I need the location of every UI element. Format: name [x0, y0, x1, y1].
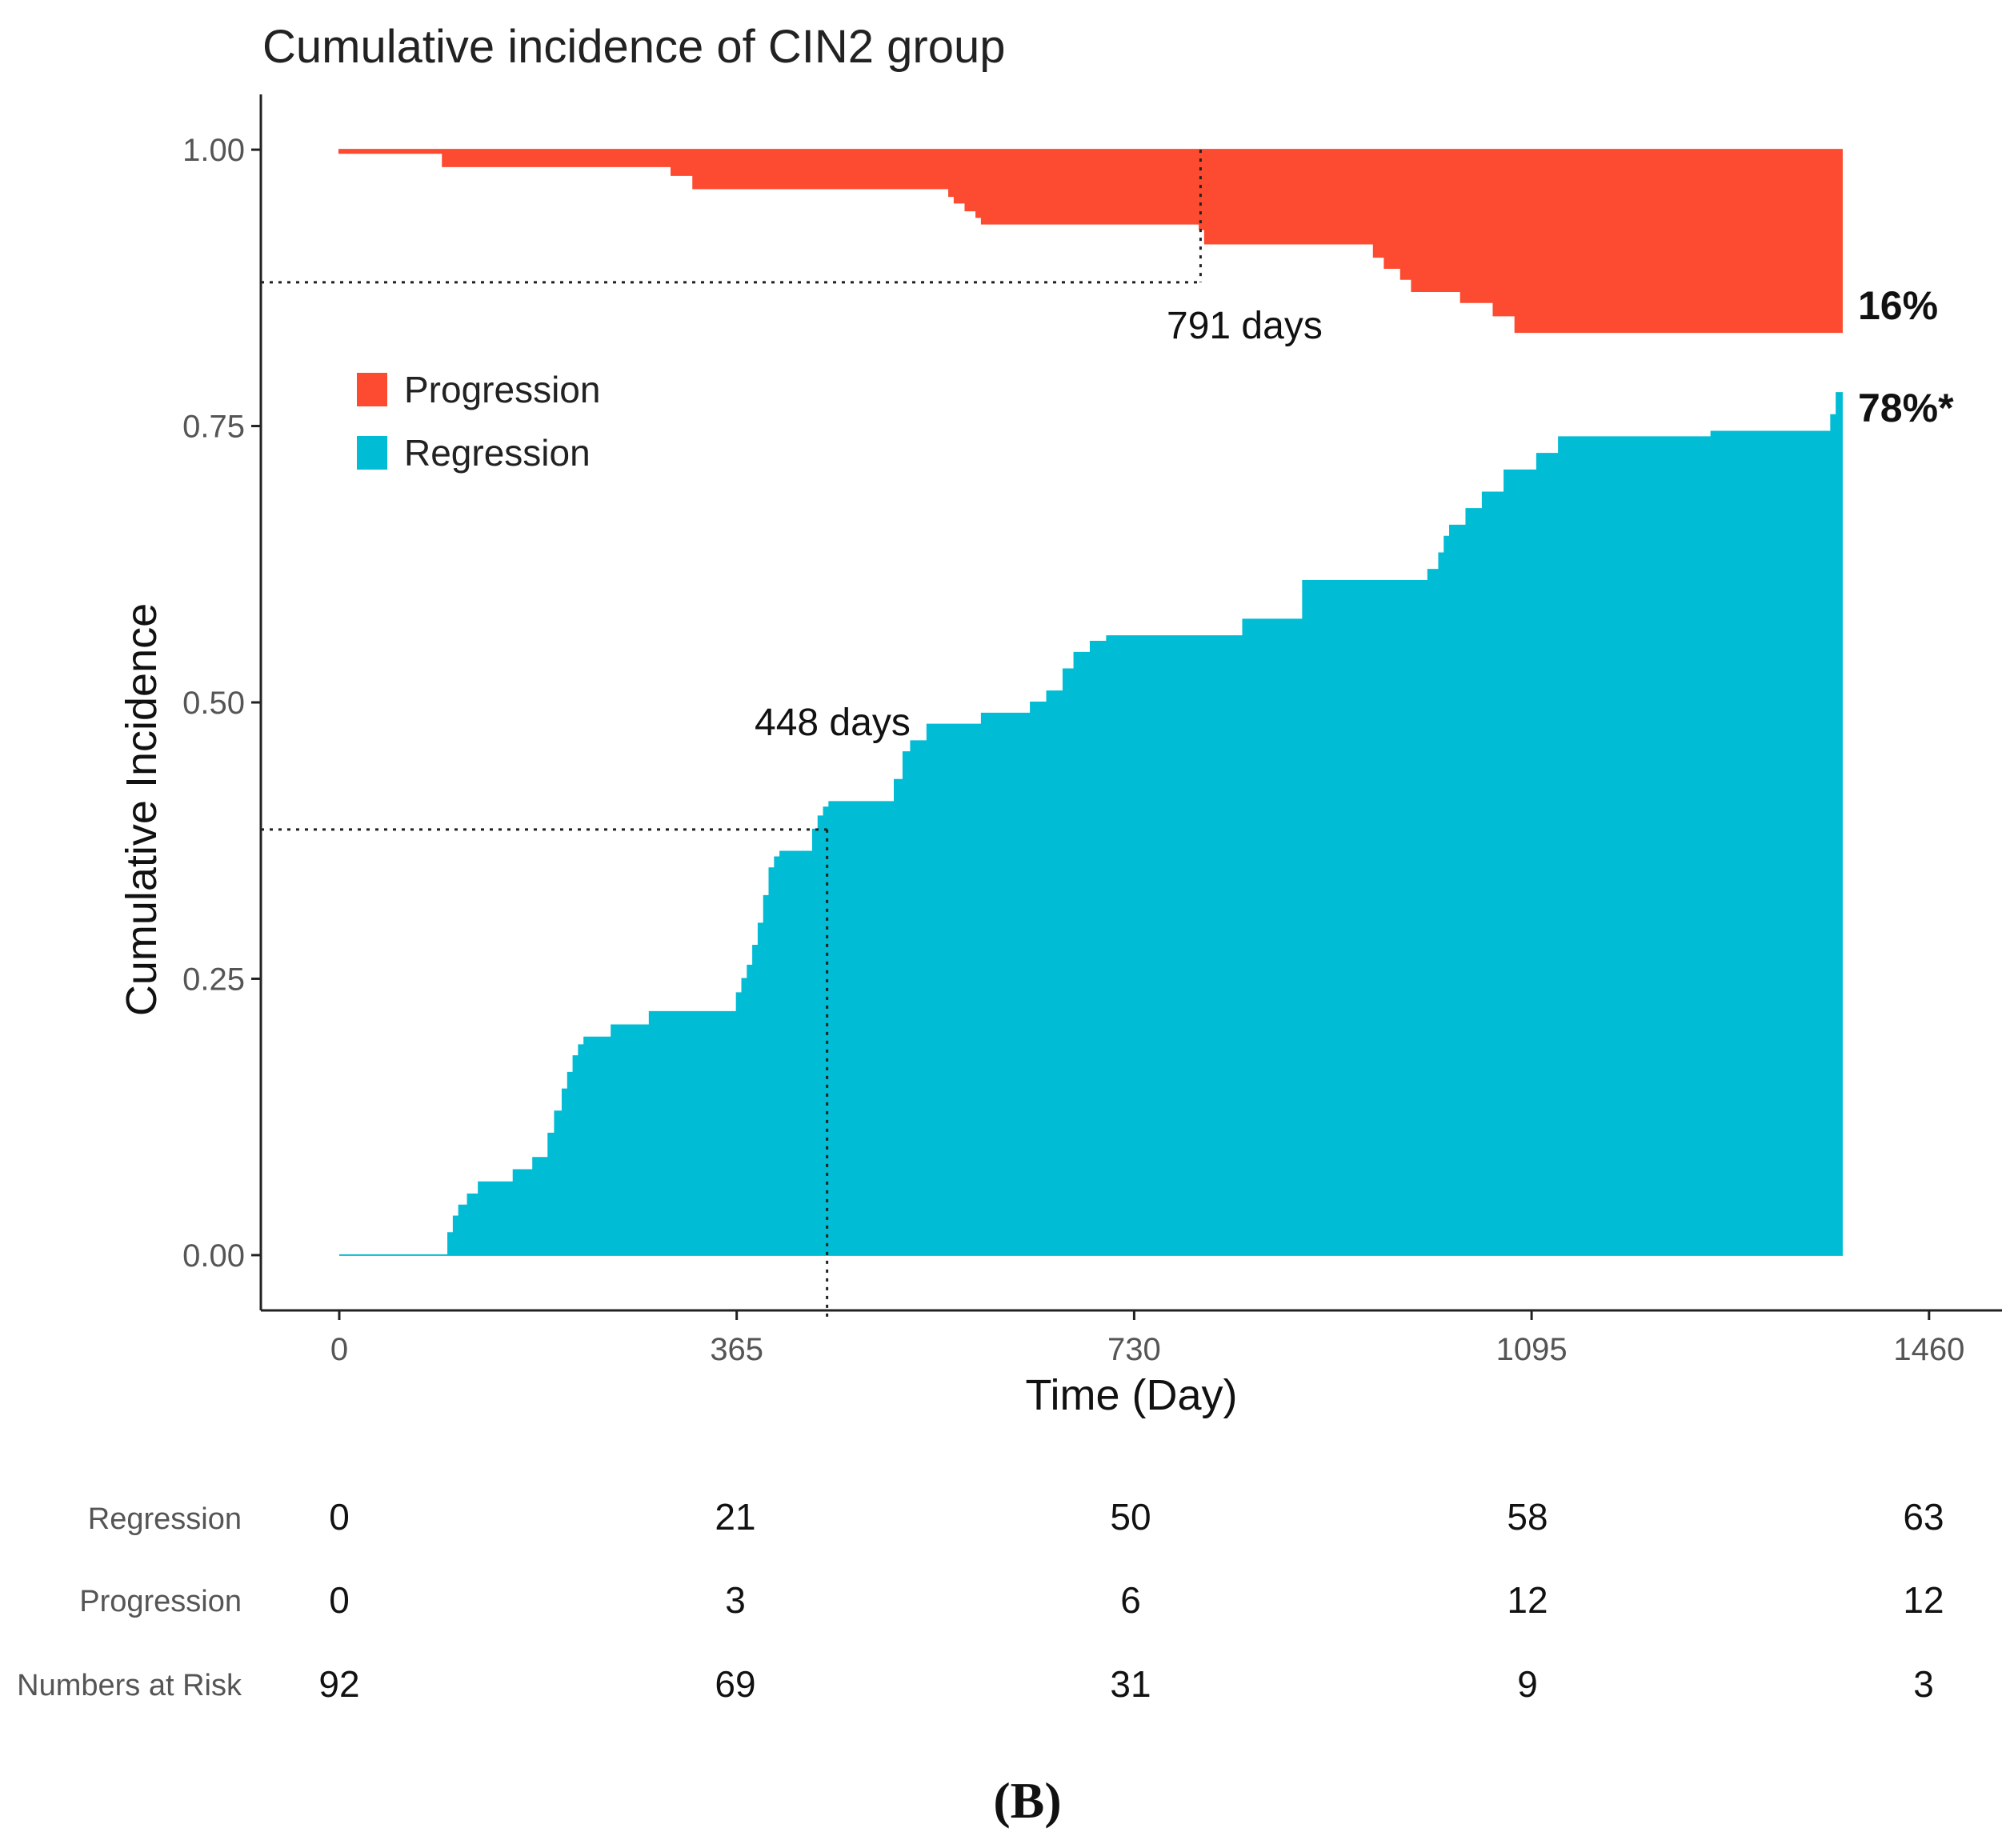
y-tick-label: 0.75 [182, 410, 245, 445]
y-axis-title: Cumulative Incidence [118, 603, 166, 1016]
risk-cell: 63 [1903, 1496, 1944, 1538]
risk-row-progression: Progression 0 3 6 12 12 [79, 1579, 1944, 1621]
risk-row-at-risk: Numbers at Risk 92 69 31 9 3 [17, 1663, 1934, 1705]
risk-row-label: Regression [88, 1502, 242, 1536]
risk-cell: 0 [329, 1579, 350, 1621]
legend-progression-label: Progression [404, 369, 600, 410]
risk-cell: 69 [715, 1663, 755, 1705]
risk-cell: 9 [1517, 1663, 1538, 1705]
risk-cell: 3 [725, 1579, 746, 1621]
reference-lines [261, 150, 1202, 1317]
risk-cell: 12 [1903, 1579, 1944, 1621]
y-tick-label: 0.25 [182, 962, 245, 997]
x-tick-label: 365 [710, 1332, 763, 1367]
chart-title: Cumulative incidence of CIN2 group [262, 21, 1005, 73]
risk-cell: 21 [715, 1496, 755, 1538]
risk-cell: 3 [1913, 1663, 1934, 1705]
regression-median-label: 448 days [755, 702, 911, 744]
legend-regression-key [357, 436, 387, 470]
progression-end-label: 16% [1858, 283, 1938, 328]
y-tick-label: 1.00 [182, 133, 245, 168]
risk-cell: 50 [1110, 1496, 1151, 1538]
area-regression [338, 392, 1843, 1256]
risk-cell: 12 [1507, 1579, 1548, 1621]
risk-row-label: Numbers at Risk [17, 1669, 242, 1702]
plot-areas [338, 149, 1843, 1256]
risk-row-regression: Regression 0 21 50 58 63 [88, 1496, 1944, 1538]
x-tick-label: 1460 [1893, 1332, 1964, 1367]
x-tick-label: 1095 [1496, 1332, 1568, 1367]
legend: Progression Regression [357, 369, 600, 474]
x-tick-label: 730 [1107, 1332, 1161, 1367]
risk-cell: 6 [1120, 1579, 1141, 1621]
risk-cell: 92 [318, 1663, 359, 1705]
risk-table: Regression 0 21 50 58 63 Progression 0 3… [17, 1496, 1944, 1705]
x-axis-ticks: 0 365 730 1095 1460 [330, 1310, 1964, 1367]
panel-label: (B) [993, 1772, 1061, 1829]
risk-cell: 31 [1110, 1663, 1151, 1705]
y-axis-ticks: 0.00 0.25 0.50 0.75 1.00 [182, 133, 261, 1274]
y-tick-label: 0.00 [182, 1238, 245, 1274]
legend-regression-label: Regression [404, 432, 591, 474]
regression-end-label: 78%* [1858, 386, 1954, 430]
x-axis-title: Time (Day) [1026, 1371, 1238, 1419]
area-progression [338, 149, 1843, 334]
y-tick-label: 0.50 [182, 686, 245, 721]
x-tick-label: 0 [330, 1332, 348, 1367]
progression-median-label: 791 days [1167, 305, 1323, 347]
risk-cell: 58 [1507, 1496, 1548, 1538]
legend-progression-key [357, 373, 387, 406]
risk-cell: 0 [329, 1496, 350, 1538]
risk-row-label: Progression [79, 1585, 242, 1618]
